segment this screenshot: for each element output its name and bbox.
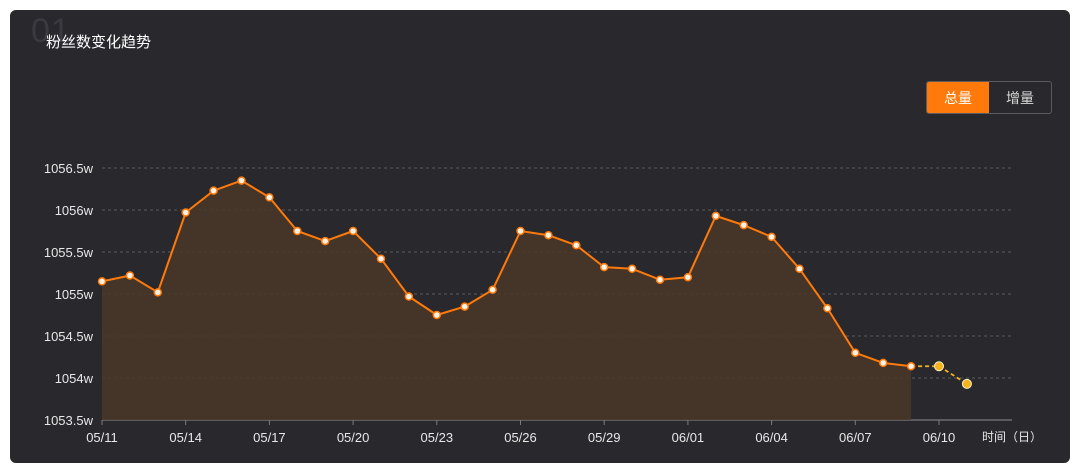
- x-tick-label: 05/23: [421, 430, 454, 445]
- forecast-line: [911, 365, 968, 385]
- data-point: [599, 262, 609, 272]
- y-tick-label: 1055w: [55, 287, 94, 302]
- x-axis-title: 时间（日）: [982, 430, 1042, 444]
- series-area-fill: [102, 180, 912, 420]
- area-layer: [102, 180, 912, 420]
- increment-toggle-button[interactable]: 增量: [1006, 90, 1034, 107]
- y-tick-label: 1054w: [55, 371, 94, 386]
- total-toggle-button[interactable]: 总量: [927, 82, 989, 113]
- data-point: [293, 226, 302, 236]
- data-point: [181, 208, 190, 217]
- x-tick-label: 05/11: [86, 430, 118, 445]
- data-point: [683, 272, 693, 282]
- forecast-point: [961, 378, 972, 389]
- y-tick-label: 1055.5w: [44, 245, 94, 260]
- data-point: [516, 226, 525, 236]
- x-tick-label: 06/07: [839, 430, 872, 445]
- data-point: [97, 277, 107, 286]
- data-point: [627, 264, 637, 274]
- data-point: [906, 361, 916, 371]
- label-layer: 1053.5w 1054w 1054.5w 1055w 1055.5w 1056w 1056…: [44, 161, 1042, 445]
- data-point: [125, 271, 135, 280]
- forecast-point: [934, 361, 944, 372]
- x-tick-label: 06/10: [923, 430, 956, 445]
- data-point: [237, 176, 246, 185]
- data-point: [209, 186, 218, 195]
- y-tick-label: 1056.5w: [44, 161, 94, 176]
- data-point: [432, 310, 442, 320]
- x-tick-label: 05/14: [169, 430, 202, 445]
- data-point: [878, 358, 888, 368]
- data-point: [320, 236, 330, 246]
- mode-toggle: 总量 增量: [926, 81, 1052, 114]
- y-tick-label: 1053.5w: [44, 413, 94, 428]
- data-point: [348, 226, 358, 236]
- series-line: [101, 179, 912, 368]
- data-point: [153, 288, 163, 297]
- line-layer: [101, 179, 968, 385]
- x-tick-label: 05/29: [588, 430, 621, 445]
- section-number: 01: [31, 12, 71, 50]
- data-point: [376, 254, 386, 263]
- data-point: [544, 230, 553, 240]
- data-point: [572, 241, 581, 250]
- y-tick-label: 1056w: [55, 203, 94, 218]
- data-point: [460, 302, 469, 311]
- x-tick-label: 05/17: [253, 430, 286, 445]
- data-point: [795, 264, 804, 274]
- x-tick-label: 05/26: [504, 430, 537, 445]
- chart-title: 粉丝数变化趋势: [46, 33, 152, 51]
- y-tick-label: 1054.5w: [44, 329, 94, 344]
- point-layer: [97, 176, 972, 389]
- x-tick-label: 06/01: [672, 430, 705, 445]
- data-point: [823, 304, 832, 313]
- data-point: [739, 220, 748, 230]
- data-point: [711, 211, 721, 221]
- x-tick-label: 06/04: [755, 430, 788, 445]
- data-point: [655, 275, 665, 284]
- data-point: [851, 348, 860, 358]
- data-point: [404, 292, 414, 301]
- data-point: [767, 232, 776, 242]
- data-point: [488, 285, 497, 295]
- x-tick-label: 05/20: [337, 430, 370, 445]
- data-point: [265, 193, 274, 202]
